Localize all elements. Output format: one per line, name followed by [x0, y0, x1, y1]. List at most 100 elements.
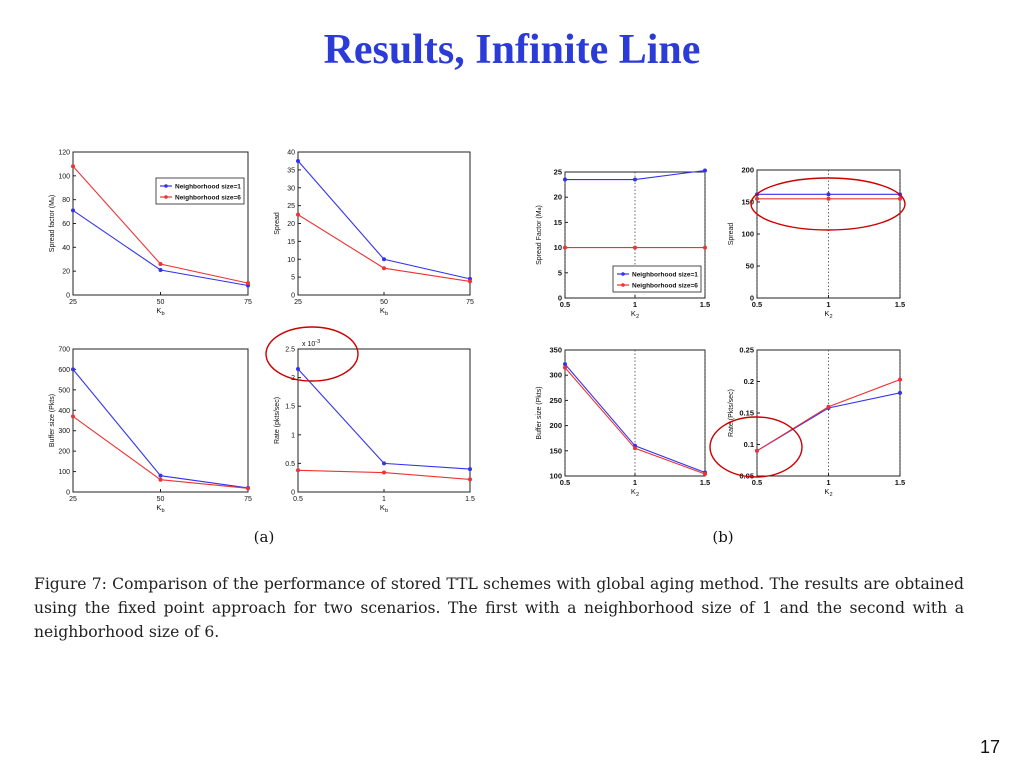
plot-frame	[72, 151, 249, 296]
legend-label: Neighborhood size=1	[175, 184, 241, 191]
highlight-annotation	[750, 177, 906, 231]
x-tick-label: 25	[69, 496, 77, 503]
y-tick-label: 150	[741, 198, 754, 207]
data-point	[158, 473, 163, 478]
data-point	[755, 196, 759, 201]
x-tick-label: 1.5	[700, 478, 710, 487]
y-tick-label: 700	[58, 347, 70, 354]
y-tick-label: 350	[549, 346, 562, 355]
y-tick-label: 0	[66, 293, 70, 300]
y-tick-label: 15	[287, 239, 295, 246]
data-point	[382, 461, 386, 466]
y-tick-label: 20	[554, 193, 562, 202]
y-tick-label: 0.5	[285, 461, 295, 468]
data-point	[826, 196, 831, 201]
y-tick-label: 40	[62, 245, 70, 252]
y-tick-label: 40	[287, 150, 295, 157]
data-point	[633, 177, 637, 182]
y-tick-label: 100	[58, 469, 70, 476]
y-tick-label: 25	[554, 168, 562, 177]
chart-panel-a4: 0.5 1 1.500.511.522.5x 10-3	[285, 339, 475, 503]
y-axis-label: Rate (Pkts/sec)	[728, 389, 735, 437]
y-axis-label: Buffer size (Pkts)	[536, 386, 543, 439]
data-point	[755, 448, 759, 453]
data-point	[563, 177, 567, 182]
data-point	[71, 208, 75, 213]
y-tick-label: 2.5	[285, 347, 295, 354]
y-tick-label: 250	[549, 396, 562, 405]
legend-marker	[621, 272, 625, 276]
y-tick-label: 100	[741, 230, 754, 239]
data-point	[703, 168, 707, 173]
y-axis-label: Spread	[274, 212, 281, 235]
highlight-annotation	[265, 326, 359, 382]
x-tick-label: 1	[382, 496, 386, 503]
y-axis-label: Spread factor (Ma)	[49, 195, 56, 252]
chart-panel-b4: 0.5 1 1.50.050.10.150.20.25	[739, 346, 905, 488]
legend-box	[155, 177, 245, 205]
y-tick-label: 100	[549, 472, 562, 481]
y-tick-label: 5	[291, 275, 295, 282]
y-tick-label: 35	[287, 167, 295, 174]
x-tick-label: 0.5	[752, 300, 762, 309]
y-axis-label: Spread	[728, 223, 735, 246]
data-point	[898, 196, 902, 201]
chart-panel-a1: 25 50 75 0 20 40 60 80 100 120 Neighborhood size=1…	[58, 150, 252, 307]
data-point	[71, 367, 75, 372]
slide-title: Results, Infinite Line	[323, 27, 701, 73]
y-tick-label: 120	[58, 150, 70, 157]
y-tick-label: 0	[291, 293, 295, 300]
x-tick-label: 0.5	[752, 478, 762, 487]
data-point	[468, 467, 472, 472]
x-tick-label: 50	[380, 299, 388, 306]
y-tick-label: 100	[58, 173, 70, 180]
data-point	[382, 257, 386, 262]
chart-panel-b2: 0.5 1 1.5 0 50 100 150 200	[741, 166, 905, 310]
y-tick-label: 15	[554, 218, 562, 227]
y-tick-label: 200	[549, 421, 562, 430]
y-tick-label: 50	[746, 262, 754, 271]
x-axis-label: K2	[631, 487, 639, 498]
legend-marker	[164, 184, 168, 188]
data-point	[563, 362, 567, 367]
data-point	[633, 446, 637, 451]
x-tick-label: 75	[244, 496, 252, 503]
data-point	[826, 404, 831, 409]
x-tick-label: 25	[294, 299, 302, 306]
y-tick-label: 0.1	[744, 440, 754, 449]
data-point	[71, 414, 75, 419]
figure-caption: Figure 7: Comparison of the performance …	[34, 575, 964, 641]
x-axis-label: Kb	[380, 306, 388, 317]
y-tick-label: 0	[291, 490, 295, 497]
legend-label: Neighborhood size=6	[175, 195, 241, 202]
y-tick-label: 0.25	[739, 346, 754, 355]
data-point	[633, 245, 637, 250]
legend-label: Neighborhood size=1	[632, 272, 698, 279]
data-point	[563, 245, 567, 250]
x-axis-label: Kb	[380, 503, 388, 514]
x-axis-label: K2	[824, 309, 832, 320]
y-axis-label: Buffer size (Pkts)	[49, 394, 56, 447]
y-tick-label: 30	[287, 185, 295, 192]
legend: Neighborhood size=1 Neighborhood size=6	[612, 265, 702, 293]
y-tick-label: 300	[58, 428, 70, 435]
y-tick-label: 600	[58, 367, 70, 374]
data-point	[246, 281, 250, 286]
y-tick-label: 150	[549, 446, 562, 455]
x-tick-label: 1	[826, 300, 830, 309]
y-tick-label: 300	[549, 371, 562, 380]
x-tick-label: 1	[633, 300, 637, 309]
x-tick-label: 0.5	[560, 478, 570, 487]
x-axis-label: K2	[824, 487, 832, 498]
data-point	[898, 377, 902, 382]
x-axis-label: Kb	[156, 306, 164, 317]
legend: Neighborhood size=1 Neighborhood size=6	[155, 177, 245, 205]
data-point	[158, 267, 163, 272]
y-tick-label: 500	[58, 387, 70, 394]
data-point	[246, 486, 250, 491]
y-tick-label: 5	[558, 268, 562, 277]
y-tick-label: 60	[62, 221, 70, 228]
x-tick-label: 50	[157, 496, 165, 503]
x-tick-label: 50	[157, 299, 165, 306]
